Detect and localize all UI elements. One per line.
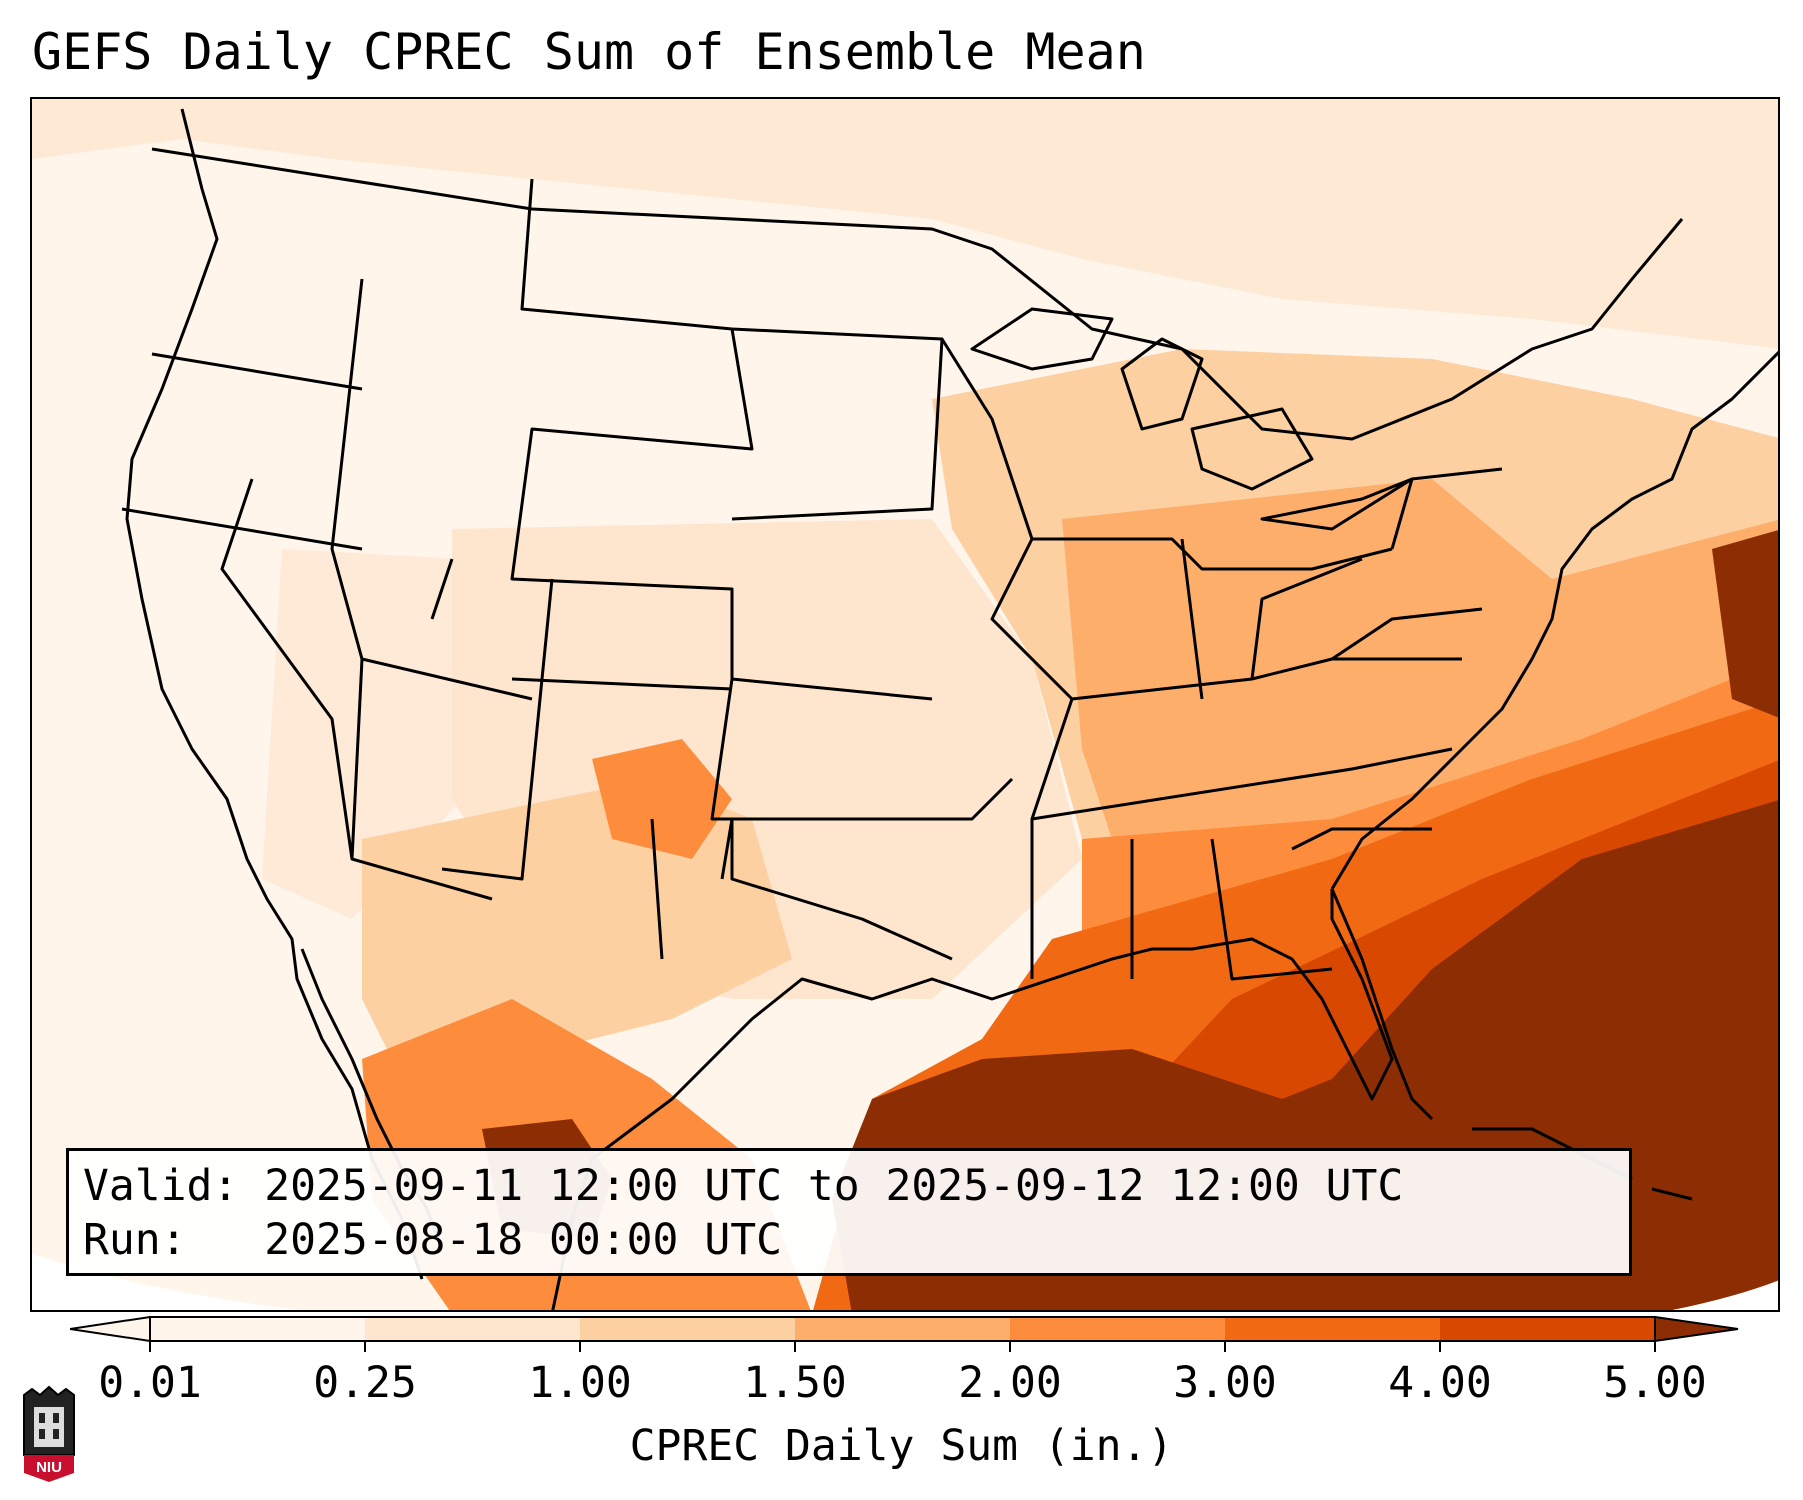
projection-corner-right xyxy=(1672,1280,1778,1310)
pacific-coastline xyxy=(125,108,424,1280)
colorbar xyxy=(70,1315,1739,1343)
logo-text: NIU xyxy=(36,1459,62,1476)
valid-time-text: Valid: 2025-09-11 12:00 UTC to 2025-09-1… xyxy=(83,1161,1404,1211)
colorbar-segment xyxy=(150,1317,366,1341)
colorbar-extend-low xyxy=(70,1315,151,1343)
precipitation-map xyxy=(30,97,1780,1312)
colorbar-segment xyxy=(1010,1317,1226,1341)
precip-brown-atlantic xyxy=(1712,530,1778,718)
tick-label: 2.00 xyxy=(958,1358,1062,1408)
tick-label: 1.50 xyxy=(743,1358,847,1408)
tick-label: 5.00 xyxy=(1603,1358,1707,1408)
projection-corner-left xyxy=(32,1254,299,1310)
canada-us-border xyxy=(151,147,1684,441)
precip-pale-north xyxy=(32,99,1778,349)
tick-label: 0.25 xyxy=(313,1358,417,1408)
colorbar-extend-high xyxy=(1654,1315,1739,1343)
colorbar-label: CPREC Daily Sum (in.) xyxy=(629,1421,1174,1471)
colorbar-segment xyxy=(1225,1317,1441,1341)
tick-label: 4.00 xyxy=(1388,1358,1492,1408)
florida-peninsula xyxy=(1330,888,1434,1121)
chart-title: GEFS Daily CPREC Sum of Ensemble Mean xyxy=(32,23,1146,81)
valid-run-box: Valid: 2025-09-11 12:00 UTC to 2025-09-1… xyxy=(66,1148,1632,1276)
gulf-coastline xyxy=(551,889,1394,1310)
precip-pale-west xyxy=(262,549,462,919)
colorbar-segment xyxy=(1440,1317,1656,1341)
precip-orange-nm xyxy=(592,739,732,859)
niu-logo: NIU xyxy=(23,1385,75,1482)
run-time-text: Run: 2025-08-18 00:00 UTC xyxy=(83,1215,782,1265)
precip-light-orange-east xyxy=(1062,479,1778,899)
tick-label: 3.00 xyxy=(1173,1358,1277,1408)
colorbar-outline xyxy=(149,1316,1656,1342)
colorbar-segment xyxy=(365,1317,581,1341)
colorbar-ticks xyxy=(149,1340,1656,1352)
state-lines-central xyxy=(510,178,1014,961)
state-lines-east xyxy=(940,338,1503,981)
colorbar-segment xyxy=(580,1317,796,1341)
map-svg xyxy=(32,99,1778,1310)
colorbar-segment xyxy=(795,1317,1011,1341)
tick-label: 0.01 xyxy=(98,1358,202,1408)
atlantic-coastline xyxy=(1330,350,1778,890)
great-lakes xyxy=(970,307,1414,531)
colorbar-segments xyxy=(70,1315,1739,1343)
tick-marks xyxy=(149,1340,1656,1352)
state-lines-west xyxy=(121,278,554,901)
tick-label: 1.00 xyxy=(528,1358,632,1408)
